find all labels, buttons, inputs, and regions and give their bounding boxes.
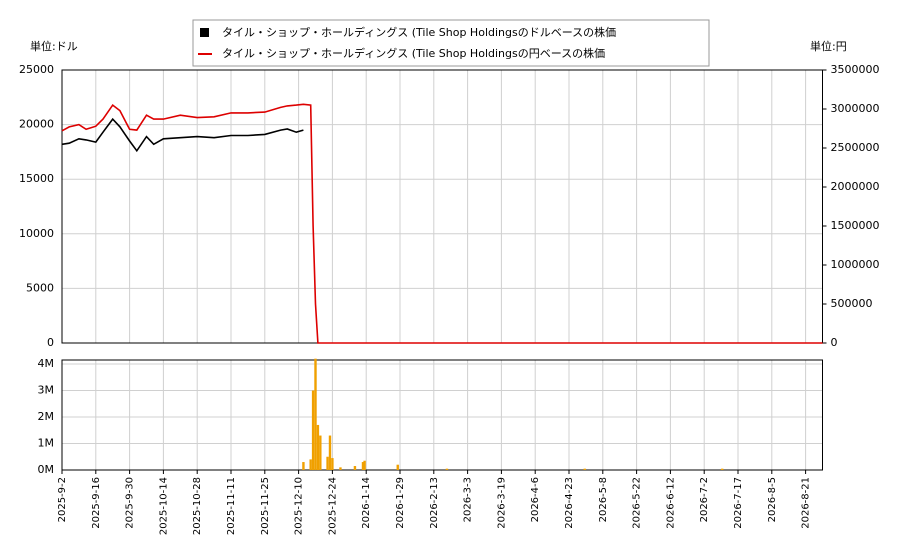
y2-tick-label: 0 [831, 336, 838, 349]
y2-tick-label: 1000000 [831, 258, 880, 271]
x-tick-label: 2026-2-13 [429, 477, 440, 529]
y-tick-label: 1M [38, 436, 55, 449]
plot-frame [61, 359, 823, 471]
legend-box [192, 19, 710, 67]
x-tick-label: 2026-3-3 [463, 477, 474, 522]
x-tick-label: 2025-9-30 [125, 477, 136, 529]
volume-bar [326, 456, 329, 470]
y-tick-label: 5000 [26, 281, 54, 294]
x-tick-label: 2026-5-8 [598, 477, 609, 522]
volume-bar [302, 462, 305, 470]
volume-bar [396, 464, 399, 470]
y-tick-label: 15000 [19, 172, 54, 185]
volume-bar [331, 458, 334, 470]
volume-bar [328, 435, 332, 470]
x-tick-label: 2025-9-16 [91, 477, 102, 529]
y-tick-label: 2M [38, 410, 55, 423]
legend-label: タイル・ショップ・ホールディングス (Tile Shop Holdingsの円ベ… [222, 46, 605, 60]
volume-bar [319, 435, 322, 470]
y2-tick-label: 2500000 [831, 141, 880, 154]
volume-bar [339, 467, 342, 470]
legend-swatch [200, 28, 209, 37]
y-tick-label: 0M [38, 463, 55, 476]
volume-bar [309, 459, 312, 470]
volume-bar [361, 462, 365, 470]
price-line [61, 117, 304, 153]
x-tick-label: 2026-4-6 [530, 477, 541, 522]
y-tick-label: 20000 [19, 118, 54, 131]
volume-bar [311, 390, 315, 470]
volume-bar [314, 358, 317, 470]
y-tick-label: 0 [47, 336, 54, 349]
y-tick-label: 10000 [19, 227, 54, 240]
x-tick-label: 2026-3-19 [496, 477, 507, 529]
volume-bar [721, 468, 724, 470]
x-tick-label: 2026-8-5 [767, 477, 778, 522]
x-tick-label: 2026-7-2 [699, 477, 710, 522]
unit-label: 単位:ドル [30, 39, 78, 53]
volume-bar [583, 468, 586, 470]
x-tick-label: 2026-7-17 [733, 477, 744, 529]
y-tick-label: 4M [38, 357, 55, 370]
x-tick-label: 2025-10-28 [192, 477, 203, 535]
price-line [61, 103, 823, 344]
y2-tick-label: 3000000 [831, 102, 880, 115]
x-tick-label: 2025-10-14 [158, 477, 169, 535]
x-tick-label: 2025-12-10 [294, 477, 305, 535]
legend-label: タイル・ショップ・ホールディングス (Tile Shop Holdingsのドル… [222, 25, 616, 39]
x-tick-label: 2025-9-2 [57, 477, 68, 522]
x-tick-label: 2026-8-21 [801, 477, 812, 529]
x-tick-label: 2026-6-12 [665, 477, 676, 529]
volume-bar [363, 460, 366, 470]
plot-frame [61, 69, 823, 344]
y2-tick-label: 500000 [831, 297, 873, 310]
y2-tick-label: 2000000 [831, 180, 880, 193]
x-tick-label: 2025-11-11 [226, 477, 237, 535]
y2-tick-label: 1500000 [831, 219, 880, 232]
volume-bar [445, 468, 449, 470]
y-tick-label: 3M [38, 383, 55, 396]
x-tick-label: 2026-5-22 [632, 477, 643, 529]
x-tick-label: 2026-1-14 [361, 477, 372, 529]
unit-label: 単位:円 [810, 39, 847, 53]
x-tick-label: 2025-11-25 [260, 477, 271, 535]
y2-tick-label: 3500000 [831, 63, 880, 76]
x-tick-label: 2026-4-23 [564, 477, 575, 529]
x-tick-label: 2026-1-29 [395, 477, 406, 529]
volume-bar [353, 466, 357, 470]
y-tick-label: 25000 [19, 63, 54, 76]
volume-bar [316, 424, 320, 470]
x-tick-label: 2025-12-24 [327, 477, 338, 535]
